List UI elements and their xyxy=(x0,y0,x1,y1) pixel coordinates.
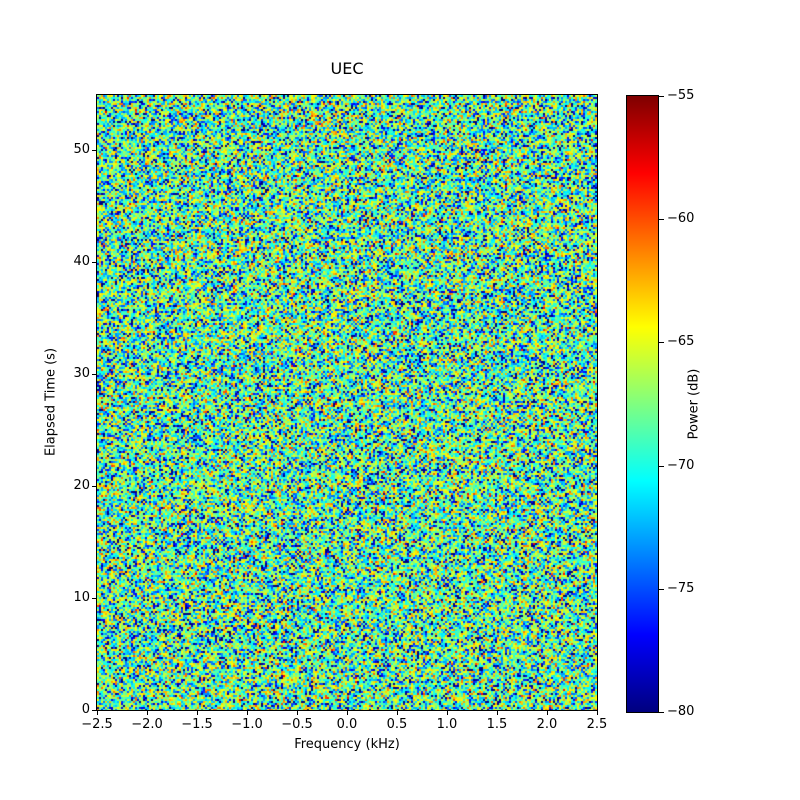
x-tick-mark xyxy=(397,710,398,715)
y-tick-label: 0 xyxy=(81,702,90,717)
spectrogram-plot xyxy=(96,94,598,711)
x-tick-label: −2.5 xyxy=(81,717,113,732)
colorbar-tick-mark xyxy=(659,712,664,713)
y-tick-label: 20 xyxy=(73,478,90,493)
colorbar-tick-label: −55 xyxy=(667,88,695,103)
x-tick-mark xyxy=(347,710,348,715)
x-tick-mark xyxy=(197,710,198,715)
y-tick-label: 50 xyxy=(73,142,90,157)
x-tick-mark xyxy=(97,710,98,715)
y-axis-label: Elapsed Time (s) xyxy=(43,347,59,457)
x-tick-label: 1.0 xyxy=(436,717,458,732)
y-tick-mark xyxy=(92,486,97,487)
title-app-name: UEC xyxy=(330,59,364,78)
colorbar xyxy=(626,95,659,713)
x-tick-label: 0.0 xyxy=(336,717,358,732)
colorbar-tick-mark xyxy=(659,96,664,97)
colorbar-tick-label: −70 xyxy=(667,458,695,473)
colorbar-tick-label: −60 xyxy=(667,211,695,226)
x-tick-label: 2.5 xyxy=(586,717,608,732)
spectrogram-canvas xyxy=(97,95,597,710)
x-tick-mark xyxy=(597,710,598,715)
x-tick-mark xyxy=(147,710,148,715)
colorbar-tick-label: −65 xyxy=(667,334,695,349)
x-tick-mark xyxy=(447,710,448,715)
y-tick-mark xyxy=(92,374,97,375)
x-tick-mark xyxy=(297,710,298,715)
colorbar-tick-mark xyxy=(659,466,664,467)
y-tick-label: 30 xyxy=(73,366,90,381)
x-tick-label: −1.5 xyxy=(181,717,213,732)
y-tick-label: 40 xyxy=(73,254,90,269)
x-tick-mark xyxy=(497,710,498,715)
x-tick-label: 0.5 xyxy=(386,717,408,732)
colorbar-tick-label: −75 xyxy=(667,581,695,596)
y-tick-mark xyxy=(92,150,97,151)
y-tick-mark xyxy=(92,262,97,263)
colorbar-tick-label: −80 xyxy=(667,704,695,719)
x-tick-label: 1.5 xyxy=(486,717,508,732)
colorbar-label: Power (dB) xyxy=(686,368,702,440)
y-tick-label: 10 xyxy=(73,590,90,605)
x-tick-label: −0.5 xyxy=(281,717,313,732)
x-tick-mark xyxy=(547,710,548,715)
x-axis-label: Frequency (kHz) xyxy=(294,737,400,752)
y-tick-mark xyxy=(92,710,97,711)
x-tick-label: −2.0 xyxy=(131,717,163,732)
x-tick-mark xyxy=(247,710,248,715)
colorbar-tick-mark xyxy=(659,589,664,590)
x-tick-label: −1.0 xyxy=(231,717,263,732)
colorbar-tick-mark xyxy=(659,342,664,343)
colorbar-tick-mark xyxy=(659,219,664,220)
y-tick-mark xyxy=(92,598,97,599)
x-tick-label: 2.0 xyxy=(536,717,558,732)
